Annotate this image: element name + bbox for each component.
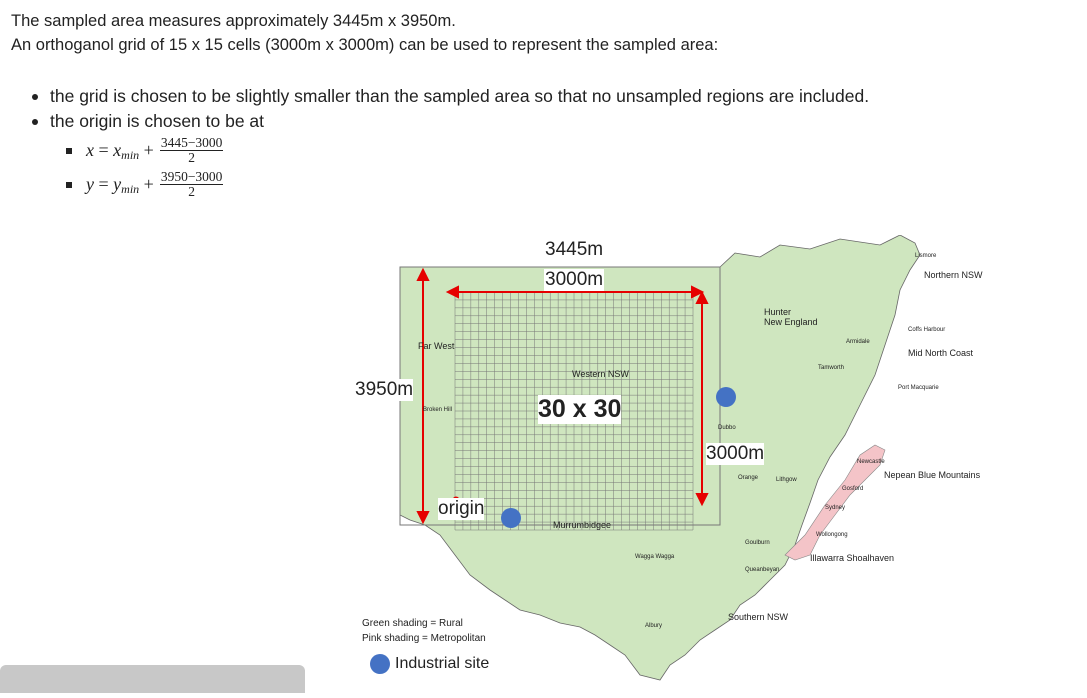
region-label-mid-north-coast: Mid North Coast	[908, 348, 974, 358]
region-label-northern-nsw: Northern NSW	[924, 270, 983, 280]
industrial-site-marker	[501, 508, 521, 528]
sampling-grid	[454, 291, 694, 531]
bullet-list: the grid is chosen to be slightly smalle…	[30, 84, 869, 133]
dimension-label-top-outer: 3445m	[545, 239, 604, 260]
fraction-x: 3445−3000 2	[159, 135, 224, 165]
dimension-label-top-inner: 3000m	[544, 269, 605, 291]
legend-rural: Green shading = Rural	[362, 618, 463, 629]
region-label-southern-nsw: Southern NSW	[728, 612, 789, 622]
town-label: Dubbo	[718, 425, 736, 431]
region-label-illawarra-shoalhaven: Illawarra Shoalhaven	[810, 553, 895, 563]
town-label: Goulburn	[745, 540, 770, 546]
town-label: Wollongong	[816, 532, 848, 538]
town-label: Sydney	[825, 505, 846, 511]
intro-line-1: The sampled area measures approximately …	[11, 12, 456, 30]
town-label: Port Macquarie	[898, 385, 939, 391]
fraction-y: 3950−3000 2	[159, 169, 224, 199]
legend-metropolitan: Pink shading = Metropolitan	[362, 633, 486, 644]
town-label: Gosford	[842, 486, 864, 492]
town-label: Orange	[738, 475, 759, 481]
formula-x: x = x min + 3445−3000 2	[66, 135, 224, 165]
bottom-scroll-bar[interactable]	[0, 665, 305, 693]
nsw-map-svg	[370, 234, 921, 681]
legend-industrial-marker	[370, 654, 390, 674]
town-label: Lismore	[915, 253, 937, 259]
region-label-hunter-new-england: Hunter New England	[764, 307, 818, 327]
town-label: Coffs Harbour	[908, 327, 946, 333]
bullet-origin: the origin is chosen to be at	[30, 109, 869, 134]
region-label-western-nsw: Western NSW	[572, 369, 629, 379]
square-bullet-icon	[66, 147, 72, 154]
intro-line-2: An orthoganol grid of 15 x 15 cells (300…	[11, 36, 719, 54]
formula-y: y = y min + 3950−3000 2	[66, 169, 224, 199]
town-label: Tamworth	[818, 365, 845, 371]
town-label: Broken Hill	[423, 407, 453, 413]
dimension-label-right: 3000m	[706, 443, 765, 465]
region-label-nepean-blue-mountains: Nepean Blue Mountains	[884, 470, 981, 480]
town-label: Newcastle	[857, 459, 885, 465]
dimension-label-left: 3950m	[355, 379, 414, 401]
nsw-map-figure: 3445m 3000m 3950m 3000m 30 x 30 origin F…	[340, 234, 1020, 693]
town-label: Armidale	[846, 339, 870, 345]
town-label: Queanbeyan	[745, 567, 780, 573]
industrial-site-marker	[716, 387, 736, 407]
dimension-arrows	[416, 267, 709, 525]
bullet-grid: the grid is chosen to be slightly smalle…	[30, 84, 869, 109]
legend-industrial: Industrial site	[395, 655, 490, 672]
origin-label: origin	[438, 498, 485, 520]
town-label: Wagga Wagga	[635, 554, 675, 560]
region-label-far-west: Far West	[418, 341, 455, 351]
square-bullet-icon	[66, 181, 72, 188]
grid-size-label: 30 x 30	[538, 395, 622, 424]
town-label: Lithgow	[776, 477, 797, 483]
town-label: Albury	[645, 623, 663, 629]
nsw-region-shape	[399, 234, 921, 681]
metropolitan-region-shape	[784, 444, 886, 561]
region-label-murrumbidgee: Murrumbidgee	[553, 520, 612, 530]
